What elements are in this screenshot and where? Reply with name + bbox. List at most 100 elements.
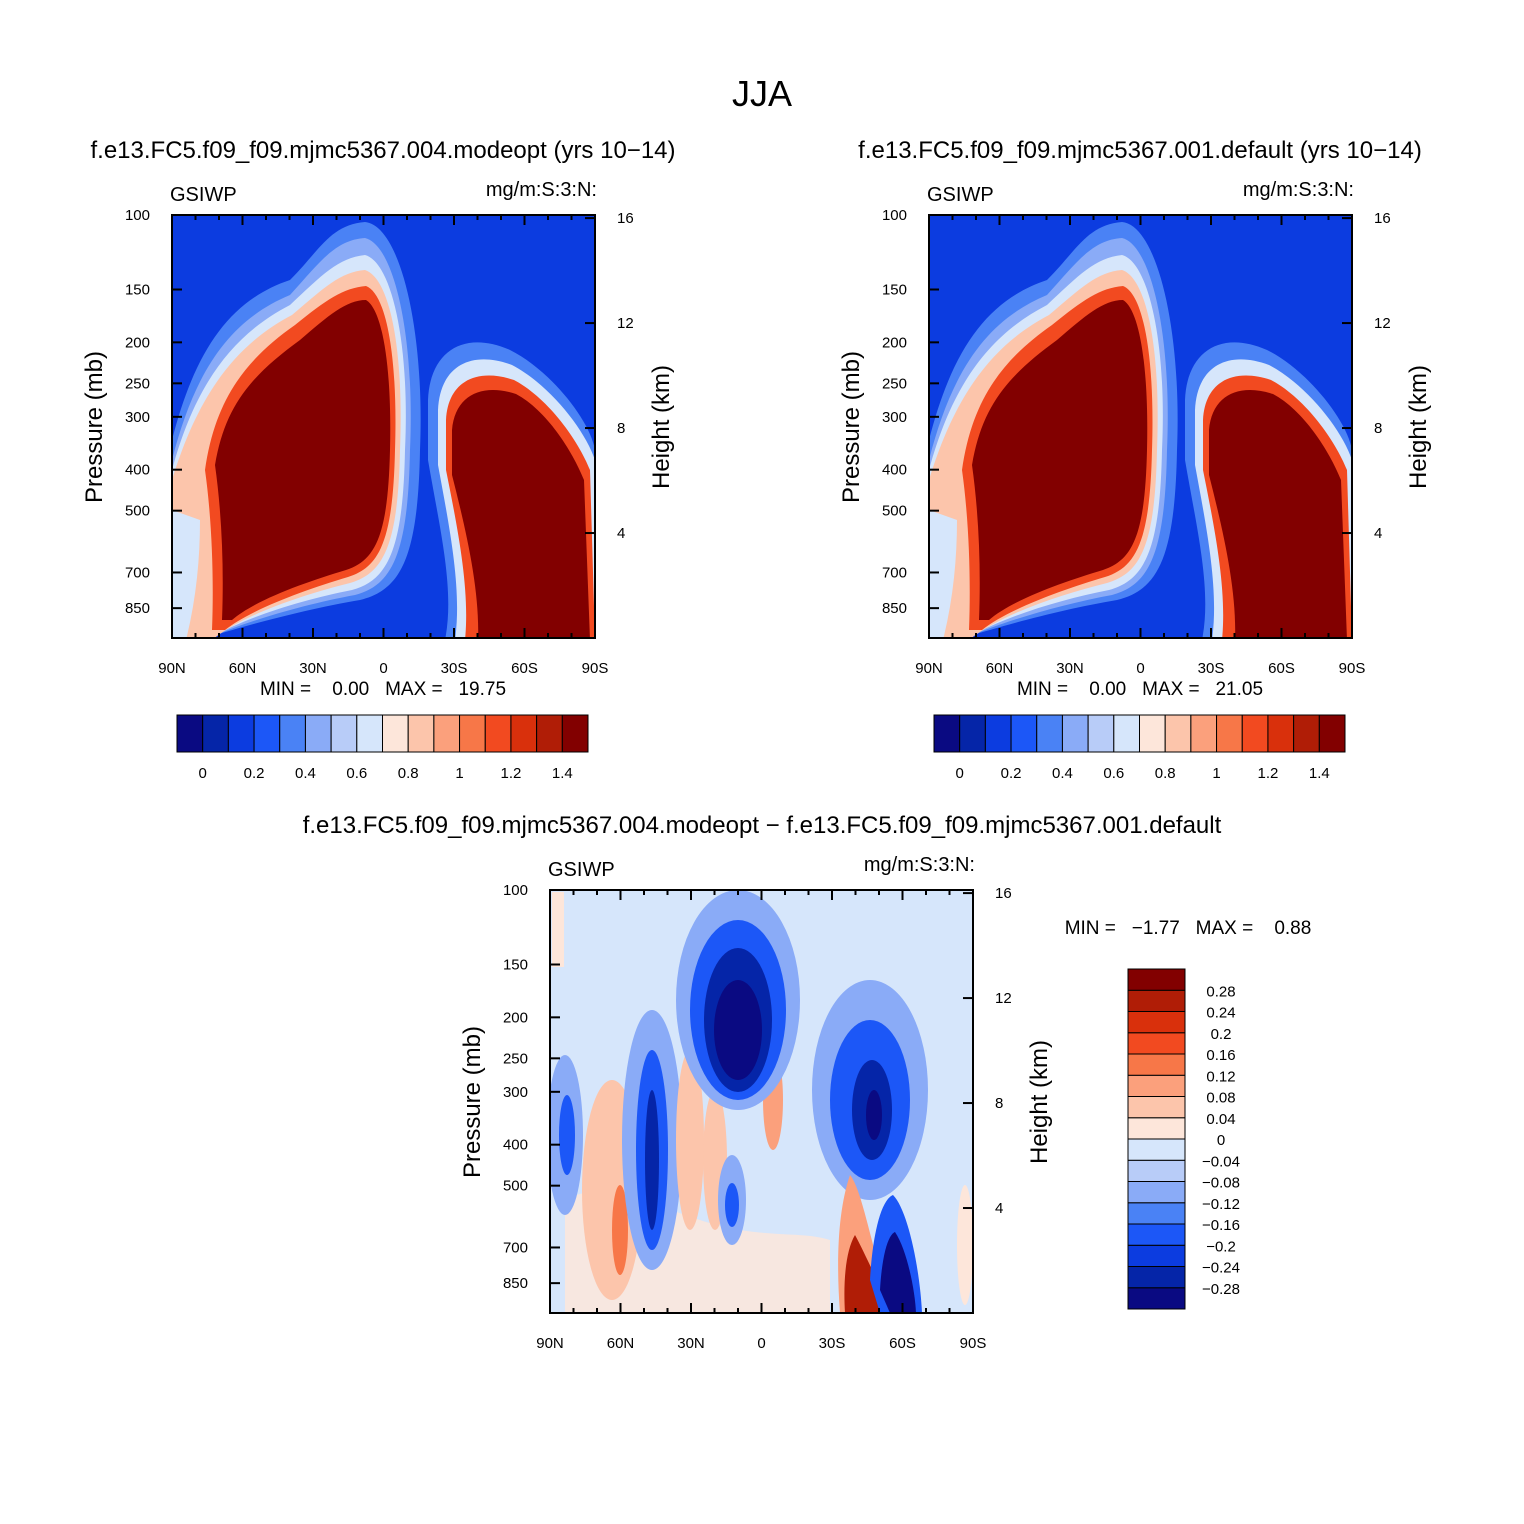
colorbar-box	[1010, 714, 1038, 753]
panel-2-y2label: Height (km)	[1405, 365, 1432, 489]
x-tick-label: 60S	[511, 660, 538, 677]
y2-tick-label: 12	[617, 315, 634, 332]
colorbar-label: 0.6	[346, 765, 367, 782]
y-tick-label: 100	[503, 882, 528, 899]
panel-1: f.e13.FC5.f09_f09.mjmc5367.004.modeopt (…	[81, 137, 676, 782]
y2-tick-label: 8	[1374, 420, 1382, 437]
colorbar-box	[1164, 714, 1192, 753]
y-tick-label: 150	[882, 281, 907, 298]
figure-title: JJA	[732, 73, 792, 114]
colorbar-box	[933, 714, 961, 753]
colorbar-label: 0	[1217, 1132, 1225, 1149]
y2-tick-label: 8	[617, 420, 625, 437]
colorbar-label: 1	[455, 765, 463, 782]
x-tick-label: 90S	[1339, 660, 1366, 677]
colorbar-label: −0.24	[1202, 1260, 1240, 1277]
y-tick-label: 100	[882, 207, 907, 224]
x-tick-label: 60N	[986, 660, 1014, 677]
panel-2-ylabel: Pressure (mb)	[838, 351, 865, 503]
panel-1-title: f.e13.FC5.f09_f09.mjmc5367.004.modeopt (…	[91, 137, 676, 164]
x-tick-label: 90N	[158, 660, 186, 677]
colorbar-box	[1127, 1159, 1186, 1182]
y-tick-label: 400	[882, 462, 907, 479]
colorbar-label: 0.2	[1211, 1026, 1232, 1043]
x-tick-label: 60S	[1268, 660, 1295, 677]
y-tick-label: 500	[882, 503, 907, 520]
panel-3-contours	[550, 890, 973, 1313]
x-tick-label: 0	[379, 660, 387, 677]
y-tick-label: 250	[125, 375, 150, 392]
colorbar-box	[1127, 1032, 1186, 1055]
panel-3-contour-warm-column-a	[676, 1050, 704, 1230]
x-tick-label: 30N	[299, 660, 327, 677]
colorbar-label: 0	[956, 765, 964, 782]
colorbar-box	[561, 714, 589, 753]
panel-3-contour-left-cool-core	[559, 1095, 575, 1175]
panel-3-colorbar: 0.28 0.24 0.2 0.16 0.12 0.08 0.04 0 −0.04 −0.08 −0…	[1127, 968, 1240, 1310]
colorbar-box	[1190, 714, 1218, 753]
colorbar-box	[1061, 714, 1089, 753]
colorbar-box	[1127, 1074, 1186, 1097]
panel-1-y2label: Height (km)	[648, 365, 675, 489]
panel-3: f.e13.FC5.f09_f09.mjmc5367.004.modeopt −…	[303, 812, 1312, 1352]
panel-3-y2label: Height (km)	[1026, 1040, 1053, 1164]
colorbar-label: −0.08	[1202, 1175, 1240, 1192]
y-tick-label: 200	[125, 334, 150, 351]
colorbar-box	[1241, 714, 1269, 753]
y2-tick-label: 16	[1374, 210, 1391, 227]
panel-1-variable-label: GSIWP	[170, 184, 237, 206]
y2-tick-label: 16	[617, 210, 634, 227]
panel-3-contour-lower-tropic-core	[725, 1183, 739, 1227]
panel-3-stats: MIN = −1.77 MAX = 0.88	[1065, 918, 1312, 939]
y2-tick-label: 4	[617, 525, 625, 542]
colorbar-box	[1127, 1287, 1186, 1310]
colorbar-label: 1.4	[1309, 765, 1330, 782]
y-tick-label: 700	[882, 564, 907, 581]
colorbar-label: 0.4	[1052, 765, 1073, 782]
x-tick-label: 0	[757, 1335, 765, 1352]
panel-1-nh-core	[215, 300, 391, 620]
panel-1-stats: MIN = 0.00 MAX = 19.75	[260, 679, 506, 700]
colorbar-box	[1127, 1053, 1186, 1076]
colorbar-box	[253, 714, 281, 753]
y2-tick-label: 16	[995, 885, 1012, 902]
colorbar-box	[536, 714, 563, 753]
colorbar-box	[1127, 989, 1186, 1012]
y-tick-label: 700	[125, 564, 150, 581]
y2-tick-label: 4	[1374, 525, 1382, 542]
y-tick-label: 500	[503, 1178, 528, 1195]
colorbar-box	[1127, 1138, 1186, 1161]
x-tick-label: 30S	[819, 1335, 846, 1352]
colorbar-box	[1318, 714, 1346, 753]
colorbar-label: 1.2	[1258, 765, 1279, 782]
colorbar-box	[1127, 1011, 1186, 1034]
colorbar-box	[1127, 1117, 1186, 1140]
y-tick-label: 300	[125, 409, 150, 426]
y2-tick-label: 4	[995, 1200, 1003, 1217]
colorbar-box	[1127, 1266, 1186, 1289]
colorbar-box	[1127, 1202, 1186, 1225]
panel-1-field	[172, 215, 595, 638]
colorbar-box	[227, 714, 255, 753]
colorbar-box	[984, 714, 1012, 753]
colorbar-box	[1267, 714, 1295, 753]
panel-2-sh-core	[1209, 390, 1347, 638]
y-tick-label: 250	[503, 1050, 528, 1067]
colorbar-box	[407, 714, 435, 753]
colorbar-label: 0.08	[1206, 1090, 1235, 1107]
x-tick-label: 30N	[677, 1335, 705, 1352]
y-tick-label: 100	[125, 207, 150, 224]
panel-2-field	[929, 215, 1352, 638]
colorbar-label: 0.4	[295, 765, 316, 782]
colorbar-box	[1127, 1244, 1186, 1267]
y-tick-label: 150	[503, 956, 528, 973]
x-tick-label: 90S	[960, 1335, 987, 1352]
colorbar-box	[1216, 714, 1243, 753]
colorbar-label: −0.28	[1202, 1281, 1240, 1298]
x-tick-label: 90N	[536, 1335, 564, 1352]
x-tick-label: 60N	[607, 1335, 635, 1352]
colorbar-box	[1113, 714, 1140, 753]
colorbar-label: 0.04	[1206, 1111, 1235, 1128]
panel-3-contour-right-edge-warm	[957, 1185, 973, 1305]
panel-2: f.e13.FC5.f09_f09.mjmc5367.001.default (…	[838, 137, 1432, 782]
